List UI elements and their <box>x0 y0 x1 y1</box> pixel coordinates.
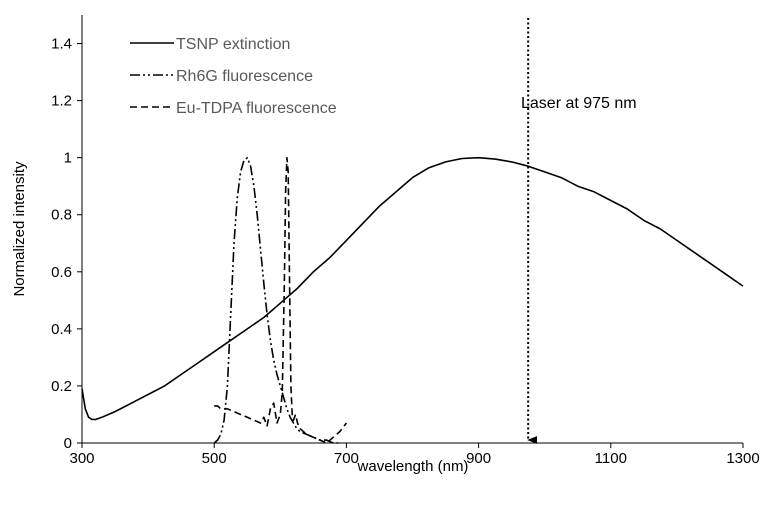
y-tick-label: 1.2 <box>51 93 72 110</box>
x-tick-label: 500 <box>202 450 227 467</box>
x-axis-title: wavelength (nm) <box>357 458 469 475</box>
x-tick-labels: 300 500 700 900 1100 1300 <box>69 450 759 467</box>
series-line-eu-tdpa-fluorescence <box>214 156 348 444</box>
x-tick-label: 1300 <box>726 450 759 467</box>
series-line-tsnp-extinction <box>81 156 744 421</box>
legend-entry-tsnp: TSNP extinction <box>130 36 290 53</box>
series-lines <box>81 156 744 444</box>
tick-marks <box>77 43 744 448</box>
x-tick-label: 1100 <box>595 450 627 467</box>
x-tick-label: 700 <box>334 450 359 467</box>
y-tick-label: 0.2 <box>51 378 72 395</box>
y-tick-label: 0.4 <box>51 321 72 338</box>
legend-label-rh6g: Rh6G fluorescence <box>176 68 313 85</box>
legend-entry-eu-tdpa: Eu-TDPA fluorescence <box>130 100 337 117</box>
y-tick-label: 1.4 <box>51 36 72 53</box>
legend-label-tsnp: TSNP extinction <box>176 36 290 53</box>
y-axis-title: Normalized intensity <box>11 161 28 297</box>
y-tick-label: 0.8 <box>51 207 72 224</box>
y-tick-label: 0.6 <box>51 264 72 281</box>
y-tick-labels: 0 0.2 0.4 0.6 0.8 1 1.2 1.4 <box>51 36 72 452</box>
legend-entry-rh6g: Rh6G fluorescence <box>130 68 313 85</box>
y-tick-label: 1 <box>64 150 72 167</box>
laser-annotation-label: Laser at 975 nm <box>521 95 637 112</box>
y-tick-label: 0 <box>64 435 72 452</box>
legend-label-eu-tdpa: Eu-TDPA fluorescence <box>176 100 337 117</box>
legend: TSNP extinction Rh6G fluorescence Eu-TDP… <box>130 36 337 117</box>
axes <box>81 15 743 444</box>
x-tick-label: 900 <box>466 450 491 467</box>
series-line-rh6g-fluorescence <box>213 156 340 444</box>
laser-annotation: Laser at 975 nm <box>521 18 637 444</box>
x-tick-label: 300 <box>69 450 94 467</box>
